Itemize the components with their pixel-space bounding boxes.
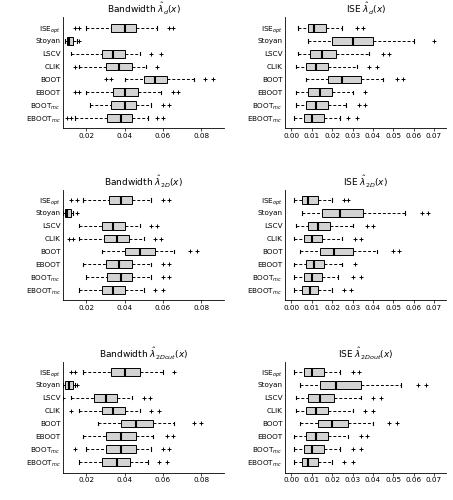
Bar [65, 381, 73, 388]
Bar [306, 406, 328, 414]
Bar [67, 37, 73, 44]
Bar [304, 234, 322, 242]
Bar [102, 50, 125, 58]
Title: Bandwidth $\hat{\lambda}_{2Dout}(x)$: Bandwidth $\hat{\lambda}_{2Dout}(x)$ [99, 346, 188, 362]
Bar [304, 114, 324, 122]
Title: ISE $\hat{\lambda}_{d}(x)$: ISE $\hat{\lambda}_{d}(x)$ [346, 2, 386, 18]
Bar [332, 37, 373, 44]
Bar [144, 76, 167, 84]
Bar [102, 286, 125, 294]
Bar [322, 209, 363, 216]
Bar [113, 88, 138, 96]
Bar [109, 196, 132, 203]
Bar [302, 286, 318, 294]
Bar [104, 234, 129, 242]
Bar [111, 24, 136, 32]
Bar [106, 432, 136, 440]
Bar [302, 196, 318, 203]
Title: ISE $\hat{\lambda}_{2Dout}(x)$: ISE $\hat{\lambda}_{2Dout}(x)$ [338, 346, 394, 362]
Bar [94, 394, 117, 402]
Bar [102, 406, 125, 414]
Bar [308, 24, 326, 32]
Bar [308, 222, 330, 230]
Bar [306, 432, 328, 440]
Bar [107, 274, 132, 281]
Bar [111, 102, 136, 109]
Bar [306, 62, 328, 70]
Bar [308, 394, 334, 402]
Bar [318, 420, 348, 428]
Bar [306, 102, 328, 109]
Bar [102, 458, 130, 466]
Bar [125, 248, 155, 256]
Bar [106, 260, 132, 268]
Bar [320, 248, 352, 256]
Bar [320, 381, 361, 388]
Bar [107, 114, 132, 122]
Bar [65, 209, 71, 216]
Title: Bandwidth $\hat{\lambda}_{d}(x)$: Bandwidth $\hat{\lambda}_{d}(x)$ [107, 2, 181, 18]
Bar [310, 50, 336, 58]
Bar [304, 446, 324, 453]
Bar [328, 76, 361, 84]
Title: ISE $\hat{\lambda}_{2D}(x)$: ISE $\hat{\lambda}_{2D}(x)$ [343, 174, 388, 190]
Bar [111, 368, 140, 376]
Bar [304, 368, 324, 376]
Bar [306, 260, 324, 268]
Bar [302, 458, 318, 466]
Bar [106, 446, 136, 453]
Bar [121, 420, 154, 428]
Bar [106, 62, 132, 70]
Bar [308, 88, 332, 96]
Bar [102, 222, 125, 230]
Title: Bandwidth $\hat{\lambda}_{2D}(x)$: Bandwidth $\hat{\lambda}_{2D}(x)$ [104, 174, 183, 190]
Bar [304, 274, 322, 281]
